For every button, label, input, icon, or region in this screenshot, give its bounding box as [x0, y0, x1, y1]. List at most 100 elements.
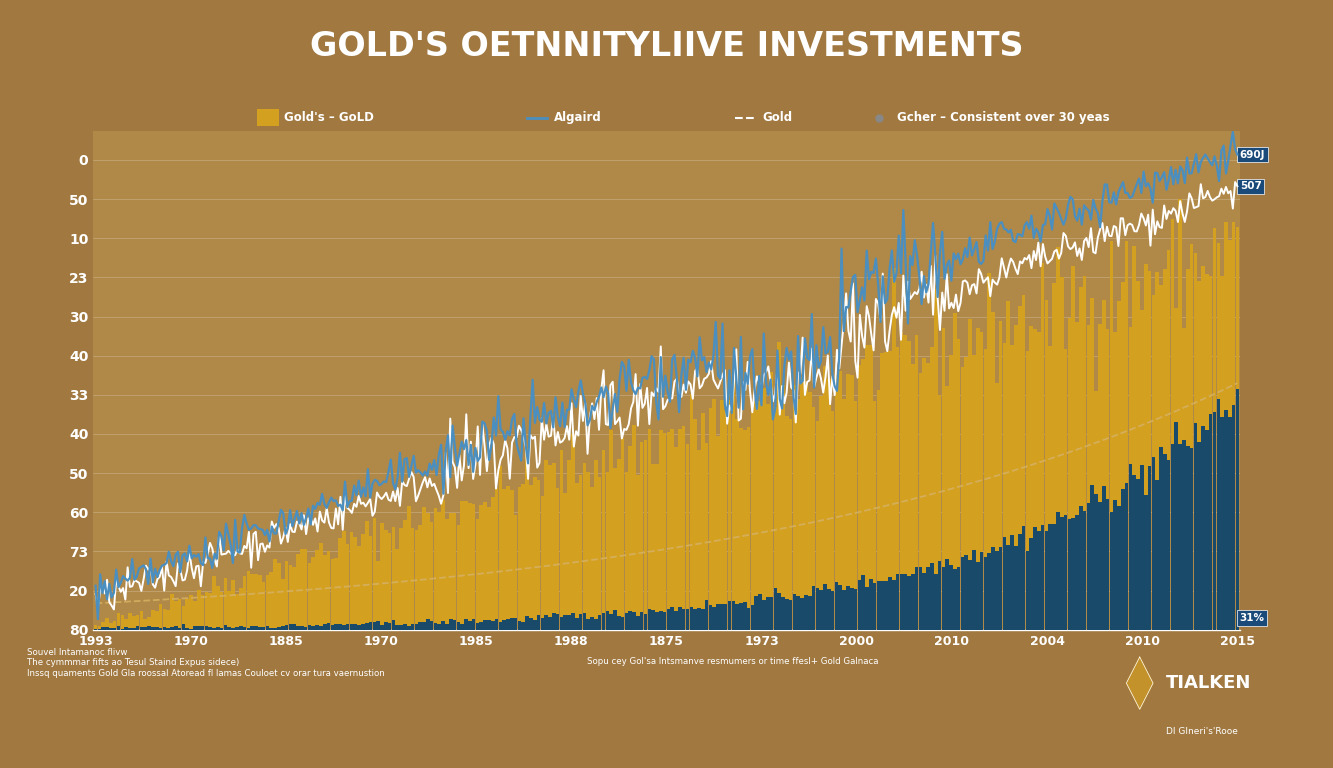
Bar	[224, 625, 227, 630]
Bar	[372, 623, 376, 630]
Bar	[922, 573, 926, 630]
Bar	[754, 401, 758, 630]
Bar	[850, 375, 853, 630]
Bar	[1041, 263, 1045, 630]
Bar	[972, 550, 976, 630]
Bar	[1098, 324, 1102, 630]
Bar	[277, 563, 281, 630]
Bar	[407, 506, 411, 630]
Bar	[816, 421, 820, 630]
Bar	[957, 568, 961, 630]
Bar	[904, 335, 906, 630]
Bar	[636, 475, 640, 630]
Bar	[900, 332, 904, 630]
Bar	[896, 574, 900, 630]
Bar	[261, 582, 265, 630]
Bar	[953, 313, 957, 630]
Bar	[1162, 269, 1166, 630]
Bar	[709, 605, 712, 630]
Bar	[908, 577, 910, 630]
Bar	[830, 591, 834, 630]
Bar	[513, 515, 517, 630]
Bar	[319, 627, 323, 630]
Bar	[976, 329, 980, 630]
Bar	[484, 621, 487, 630]
Bar	[746, 427, 750, 630]
Bar	[228, 627, 231, 630]
Bar	[873, 401, 876, 630]
Bar	[224, 578, 227, 630]
Bar	[132, 616, 136, 630]
Bar	[881, 353, 884, 630]
Text: Gold's – GoLD: Gold's – GoLD	[284, 111, 373, 124]
Bar	[697, 607, 701, 630]
Bar	[934, 574, 937, 630]
Bar	[655, 465, 659, 630]
Bar	[136, 615, 140, 630]
Bar	[495, 619, 499, 630]
Bar	[640, 442, 644, 630]
Bar	[136, 626, 140, 630]
Bar	[568, 461, 571, 630]
Bar	[732, 601, 734, 630]
Bar	[648, 609, 651, 630]
Bar	[800, 377, 804, 630]
Bar	[93, 625, 97, 630]
Bar	[724, 409, 728, 630]
Bar	[1201, 266, 1205, 630]
Bar	[243, 627, 247, 630]
Bar	[910, 363, 914, 630]
Bar	[693, 419, 697, 630]
Bar	[171, 594, 173, 630]
Bar	[617, 458, 621, 630]
Bar	[693, 609, 697, 630]
Bar	[1106, 329, 1109, 630]
Bar	[419, 525, 423, 630]
Bar	[204, 592, 208, 630]
Bar	[544, 460, 548, 630]
Bar	[441, 621, 445, 630]
Bar	[846, 374, 849, 630]
Bar	[824, 366, 826, 630]
Bar	[388, 624, 392, 630]
Bar	[857, 580, 861, 630]
Bar	[754, 596, 758, 630]
Bar	[1109, 240, 1113, 630]
Bar	[728, 601, 732, 630]
Bar	[277, 627, 281, 630]
Bar	[1205, 430, 1209, 630]
Bar	[1068, 518, 1072, 630]
Bar	[124, 627, 128, 630]
Bar	[529, 617, 533, 630]
Bar	[392, 620, 396, 630]
Bar	[980, 332, 984, 630]
Bar	[1156, 273, 1158, 630]
Bar	[1082, 276, 1086, 630]
Bar	[1022, 526, 1025, 630]
Bar	[1060, 276, 1064, 630]
Bar	[1125, 483, 1129, 630]
Bar	[750, 411, 754, 630]
Bar	[1224, 410, 1228, 630]
Bar	[846, 586, 849, 630]
Bar	[312, 626, 315, 630]
Bar	[181, 605, 185, 630]
Bar	[239, 588, 243, 630]
Bar	[640, 611, 644, 630]
Bar	[716, 604, 720, 630]
Bar	[599, 615, 601, 630]
Bar	[869, 345, 873, 630]
Bar	[621, 438, 624, 630]
Bar	[1037, 531, 1041, 630]
Bar	[201, 626, 204, 630]
Bar	[601, 451, 605, 630]
Bar	[521, 484, 525, 630]
Bar	[793, 385, 796, 630]
Bar	[941, 328, 945, 630]
Bar	[965, 554, 968, 630]
Bar	[1220, 276, 1224, 630]
Bar	[1006, 301, 1010, 630]
Bar	[1002, 537, 1006, 630]
Bar	[1193, 423, 1197, 630]
Bar	[415, 530, 419, 630]
